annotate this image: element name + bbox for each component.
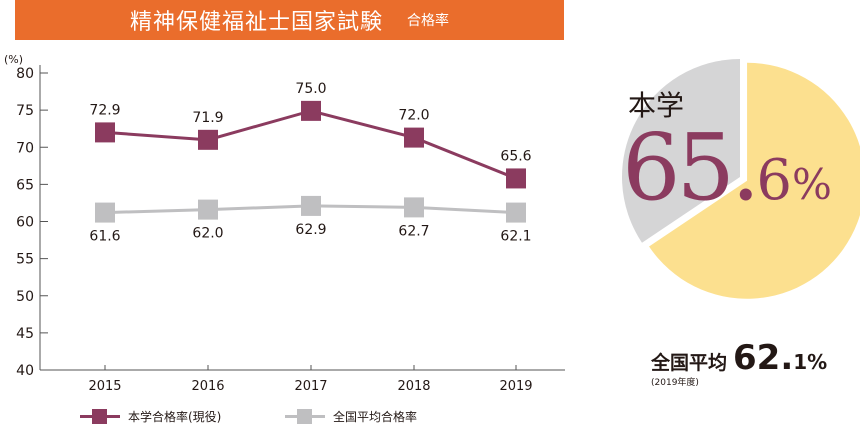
x-tick-label: 2018 — [397, 379, 430, 394]
data-point-2 — [95, 202, 115, 223]
data-point-1 — [301, 100, 321, 121]
chart-title: 精神保健福祉士国家試験 — [129, 10, 383, 35]
x-tick-label: 2017 — [294, 379, 327, 394]
data-label-1: 65.6 — [500, 148, 531, 164]
data-label-1: 72.9 — [89, 102, 120, 118]
x-tick-label: 2015 — [88, 379, 121, 394]
series-line-1 — [104, 109, 517, 180]
school-pass-rate-pct: % — [791, 160, 832, 209]
y-axis-unit: (%) — [4, 53, 23, 66]
data-point-2 — [506, 202, 526, 223]
national-average: 全国平均 62.1% — [651, 338, 827, 378]
national-average-year: (2019年度) — [651, 378, 699, 388]
data-label-1: 71.9 — [192, 110, 223, 126]
y-tick-label: 80 — [16, 66, 34, 82]
school-pass-rate-int: 65. — [622, 114, 760, 221]
pie-slice-other — [622, 59, 740, 243]
national-average-label: 全国平均 — [651, 352, 728, 374]
national-average-dec: 1% — [793, 350, 828, 374]
legend-marker-school — [92, 409, 107, 424]
national-average-value: 62.1% — [733, 338, 827, 378]
pass-rate-line-chart: (%) 40 45 50 55 60 65 70 75 80 2015 2016 2017 2018 201… — [4, 53, 565, 394]
school-label: 本学 — [628, 89, 685, 122]
data-point-1 — [198, 129, 218, 150]
data-point-1 — [506, 168, 526, 189]
legend-item-national: 全国平均合格率 — [285, 408, 417, 425]
data-point-1 — [95, 122, 115, 143]
data-label-2: 61.6 — [89, 229, 120, 245]
national-average-int: 62. — [733, 338, 794, 378]
data-point-2 — [404, 197, 424, 218]
y-tick-label: 75 — [16, 103, 34, 119]
x-tick-label: 2016 — [191, 379, 224, 394]
school-pass-rate: 65.6% — [622, 122, 832, 214]
legend-line-national — [285, 409, 325, 424]
legend-label-national: 全国平均合格率 — [333, 410, 418, 424]
legend-marker-national — [297, 409, 312, 424]
data-label-1: 75.0 — [295, 81, 326, 97]
data-point-2 — [301, 195, 321, 216]
y-tick-label: 55 — [16, 252, 34, 268]
data-point-2 — [198, 199, 218, 220]
legend-label-school: 本学合格率(現役) — [128, 410, 222, 424]
legend-item-school: 本学合格率(現役) — [80, 408, 221, 425]
legend-line-school — [80, 409, 120, 424]
x-tick-label: 2019 — [499, 379, 532, 394]
chart-subtitle: 合格率 — [407, 13, 449, 29]
data-label-2: 62.9 — [295, 222, 326, 238]
school-pass-rate-pie — [622, 59, 860, 299]
pie-slice-school — [649, 62, 860, 299]
y-tick-label: 70 — [16, 140, 34, 156]
school-pass-rate-dec: 6 — [756, 148, 792, 213]
chart-title-bar: 精神保健福祉士国家試験 合格率 — [15, 0, 564, 40]
y-tick-label: 60 — [16, 215, 34, 231]
data-label-1: 72.0 — [398, 108, 429, 124]
data-label-2: 62.7 — [398, 223, 429, 239]
y-tick-label: 45 — [16, 326, 34, 342]
y-tick-label: 65 — [16, 177, 34, 193]
data-label-2: 62.0 — [192, 226, 223, 242]
data-label-2: 62.1 — [500, 229, 531, 245]
data-point-1 — [404, 127, 424, 148]
y-tick-label: 40 — [16, 363, 34, 379]
y-tick-label: 50 — [16, 289, 34, 305]
